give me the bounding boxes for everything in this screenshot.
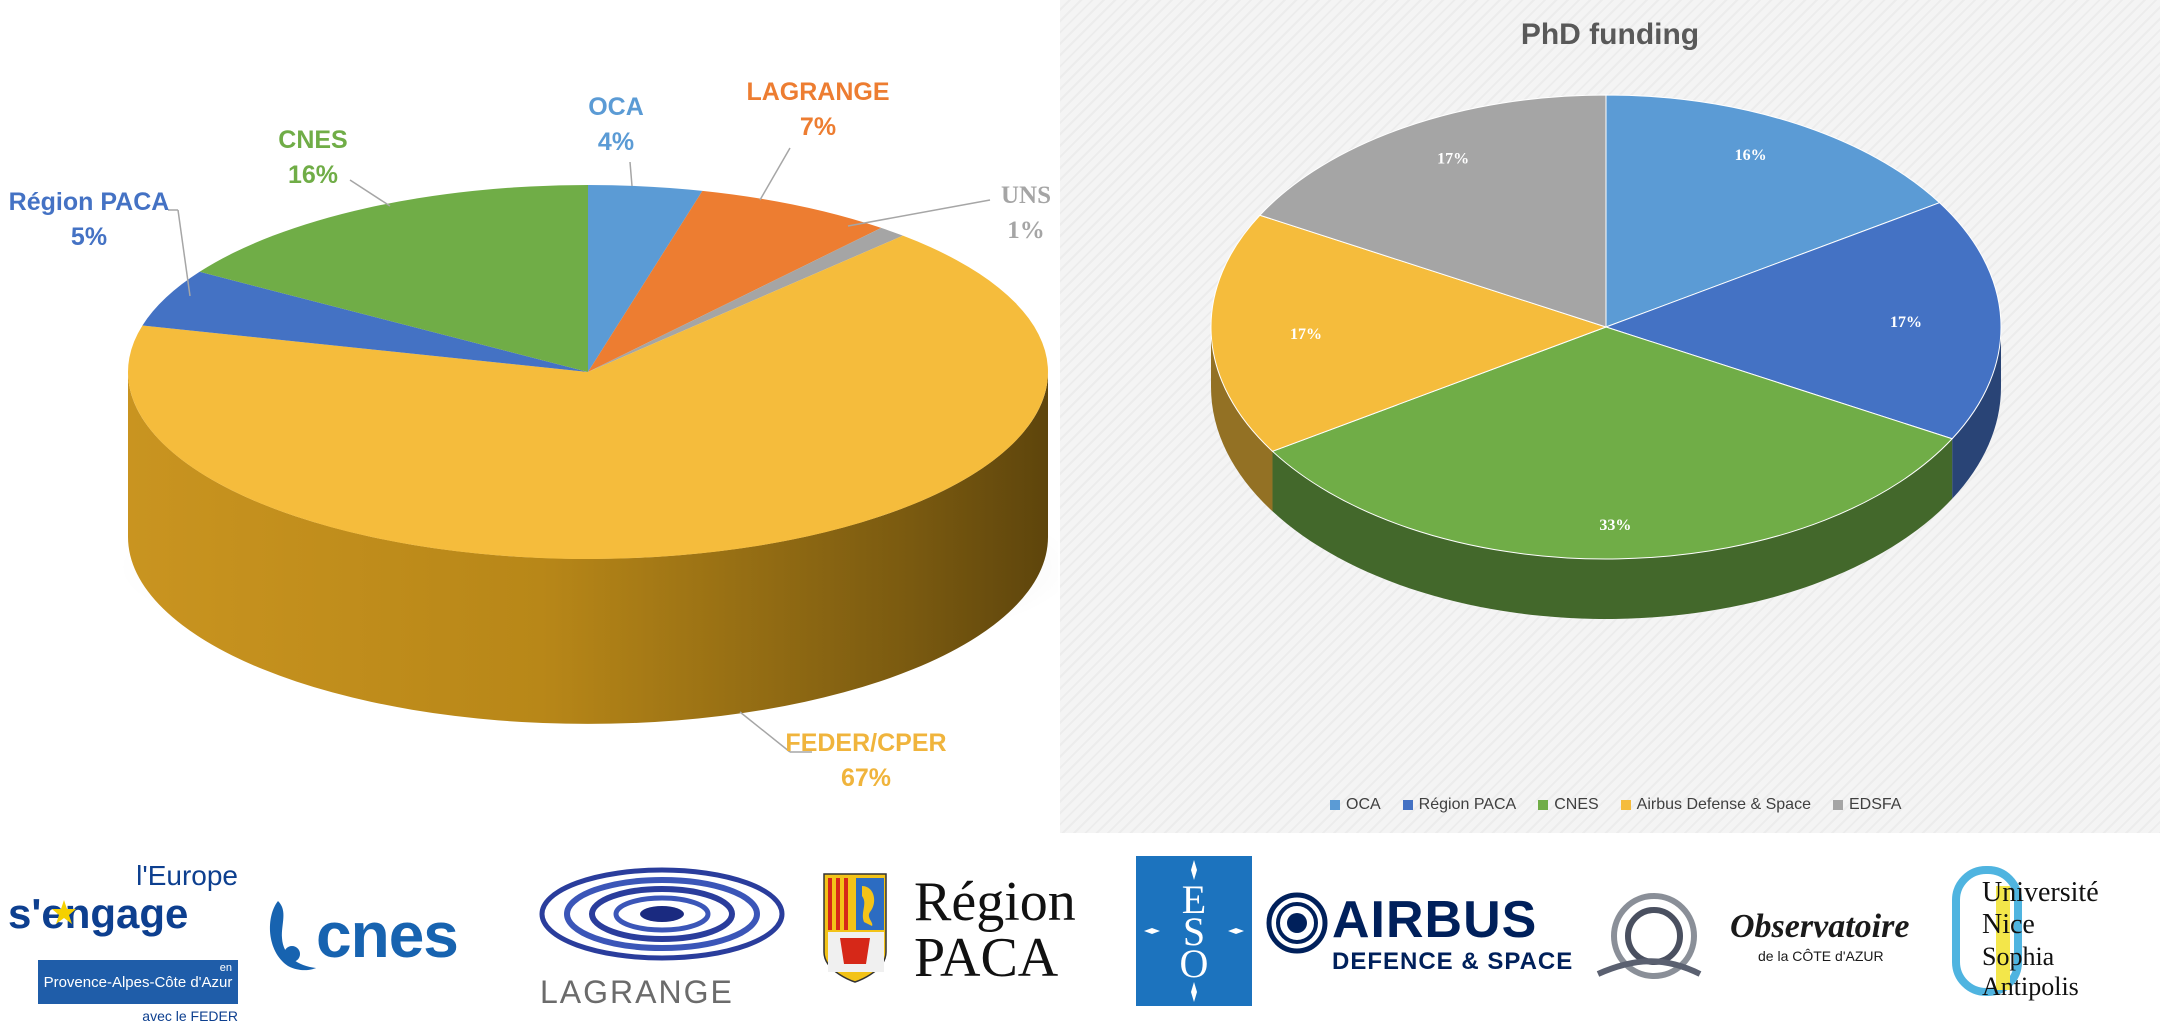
europe-logo-line1: l'Europe [136, 860, 238, 891]
pie-slice [1258, 94, 1607, 328]
legend-swatch [1330, 800, 1340, 810]
pie-slice-side [1211, 327, 1273, 512]
observatoire-emblem-icon [1596, 893, 1702, 979]
legend-label: Région PACA [1418, 796, 1517, 813]
airbus-logo: AIRBUS DEFENCE & SPACE [1266, 890, 1596, 990]
pie-slice-side [128, 372, 1048, 724]
slice-percent-label: 4% [598, 128, 634, 156]
europe-logo-line2: s'engage [8, 890, 189, 937]
legend-swatch [1402, 800, 1413, 810]
pie-slice [588, 185, 703, 372]
legend-swatch [1620, 800, 1631, 810]
leader-line [177, 209, 191, 297]
slice-label: FEDER/CPER [785, 729, 946, 757]
chart-title: PhD funding [1520, 18, 1700, 51]
europe-logo-line5: avec le FEDER [142, 1008, 238, 1024]
slice-label: UNS [1001, 182, 1051, 209]
legend-item: Région PACA [1402, 796, 1517, 814]
leader-line [759, 147, 791, 201]
observatoire-logo: Observatoire de la CÔTE d'AZUR [1594, 888, 1934, 998]
slice-percent-label: 33% [1599, 517, 1631, 534]
airbus-logo-line2: DEFENCE & SPACE [1332, 948, 1574, 975]
legend-label: EDSFA [1848, 796, 1902, 813]
slice-percent-label: 5% [71, 223, 107, 251]
phd-funding-panel: 16% 17% 33% 17% 17% PhD funding OCA Région P… [1060, 0, 2160, 833]
pie-slice-side [1272, 438, 1953, 619]
legend-label: OCA [1346, 796, 1381, 813]
europe-logo-region-box: en Provence-Alpes-Côte d'Azur [38, 960, 238, 1004]
coat-of-arms-icon [823, 873, 887, 983]
region-paca-logo: Région PACA [822, 872, 1112, 992]
slice-label: LAGRANGE [746, 78, 889, 106]
legend-swatch [1538, 800, 1549, 810]
leader-line [739, 711, 791, 753]
legend-item: EDSFA [1832, 796, 1902, 814]
universite-logo-line2: Nice [1982, 909, 2035, 940]
universite-emblem-icon [1952, 866, 2022, 996]
pie-slice [1605, 94, 1941, 328]
leader-line [847, 199, 991, 227]
pie-slice [128, 235, 1049, 559]
funding-pie-chart: OCA 4% LAGRANGE 7% UNS 1% FEDER/CPER 67% Région … [9, 78, 1058, 792]
pie-slice [1271, 326, 1954, 560]
universite-logo-line1: Université [1982, 877, 2099, 908]
universite-logo-line3: Sophia Antipolis [1982, 942, 2079, 1001]
region-paca-line2: PACA [914, 927, 1059, 989]
legend-item: OCA [1330, 796, 1381, 814]
pie-slice [1604, 202, 2002, 440]
slice-percent-label: 1% [1007, 217, 1045, 244]
pie-slice [142, 271, 588, 372]
slice-percent-label: 16% [1735, 147, 1767, 164]
europe-logo: l'Europe s'engage en Provence-Alpes-Côte… [8, 860, 238, 1030]
slice-label: CNES [278, 126, 347, 154]
slice-percent-label: 17% [1290, 326, 1322, 343]
eso-logo-text: ESO [1179, 877, 1209, 986]
slice-percent-label: 67% [841, 764, 891, 792]
observatoire-logo-line2: de la CÔTE d'AZUR [1758, 948, 1884, 964]
slice-percent-label: 16% [288, 161, 338, 189]
legend-label: CNES [1554, 796, 1599, 813]
cnes-logo-text: cnes [316, 899, 459, 971]
slice-percent-label: 17% [1890, 314, 1922, 331]
slice-percent-label: 7% [800, 113, 836, 141]
legend-swatch [1832, 800, 1843, 810]
pie-slice [199, 185, 588, 372]
pie-slice [588, 227, 903, 372]
airbus-logo-line1: AIRBUS [1332, 891, 1538, 949]
pie-slice [1210, 214, 1608, 452]
cnes-logo: cnes [258, 892, 508, 992]
leader-line [349, 179, 391, 207]
lagrange-logo: LAGRANGE [532, 862, 792, 1012]
leader-line [629, 161, 633, 187]
phd-funding-pie-chart: 16% 17% 33% 17% 17% [1210, 94, 2002, 619]
lagrange-logo-text: LAGRANGE [540, 974, 734, 1010]
star-icon [52, 900, 76, 924]
slice-label: Région PACA [9, 188, 170, 216]
airbus-swirl-icon [1266, 892, 1328, 954]
slice-percent-label: 17% [1437, 150, 1469, 167]
region-paca-line1: Région [914, 871, 1076, 933]
legend-label: Airbus Defense & Space [1636, 796, 1811, 813]
legend-item: CNES [1538, 796, 1599, 814]
spiral-galaxy-icon [539, 867, 785, 961]
pie-slice [588, 190, 882, 372]
chart-legend: OCA Région PACA CNES Airbus Defense & Sp… [1330, 796, 1901, 814]
pie-slice-side [1952, 327, 2001, 499]
legend-item: Airbus Defense & Space [1620, 796, 1811, 814]
partner-logos: l'Europe s'engage en Provence-Alpes-Côte… [0, 840, 2160, 1024]
slice-label: OCA [588, 93, 644, 121]
europe-logo-line4: Provence-Alpes-Côte d'Azur [43, 974, 233, 991]
observatoire-logo-line1: Observatoire [1730, 908, 1910, 945]
cnes-swoosh-icon [269, 901, 316, 971]
eso-logo: ESO [1136, 856, 1252, 1006]
universite-logo: Université Nice Sophia Antipolis [1952, 866, 2152, 1006]
europe-logo-line3: en [219, 962, 232, 974]
